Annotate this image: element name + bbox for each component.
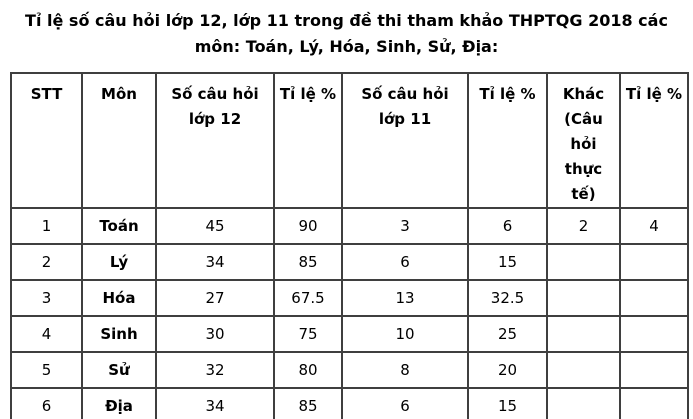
table-row: 2 Lý 34 85 6 15 [10, 243, 689, 281]
table-cell: 25 [467, 315, 548, 353]
table-cell: 6 [341, 387, 469, 419]
column-header: Tỉ lệ % [467, 72, 548, 209]
table-row: 1 Toán 45 90 3 6 2 4 [10, 207, 689, 245]
table-cell: 32.5 [467, 279, 548, 317]
table-cell: 34 [155, 387, 275, 419]
subject-cell: Địa [81, 387, 157, 419]
table-cell: 6 [467, 207, 548, 245]
table-cell: 10 [341, 315, 469, 353]
table-cell [546, 315, 621, 353]
table-cell [619, 315, 689, 353]
table-cell: 3 [10, 279, 83, 317]
table-cell: 85 [273, 243, 343, 281]
table-cell [619, 387, 689, 419]
table-cell: 30 [155, 315, 275, 353]
subject-cell: Lý [81, 243, 157, 281]
table-cell: 85 [273, 387, 343, 419]
table-cell: 15 [467, 387, 548, 419]
subject-cell: Toán [81, 207, 157, 245]
table-cell: 4 [619, 207, 689, 245]
table-cell: 13 [341, 279, 469, 317]
table-cell [619, 279, 689, 317]
column-header: Khác (Câu hỏi thực tế) [546, 72, 621, 209]
table-header-row: STT Môn Số câu hỏi lớp 12 Tỉ lệ % Số câu hỏi… [10, 72, 689, 209]
table-cell [546, 279, 621, 317]
table-cell: 27 [155, 279, 275, 317]
table-cell: 20 [467, 351, 548, 389]
column-header: Môn [81, 72, 157, 209]
table-cell: 6 [10, 387, 83, 419]
table-cell: 6 [341, 243, 469, 281]
column-header: Số câu hỏi lớp 12 [155, 72, 275, 209]
subject-cell: Sinh [81, 315, 157, 353]
table-cell: 8 [341, 351, 469, 389]
subject-cell: Sử [81, 351, 157, 389]
column-header: Tỉ lệ % [619, 72, 689, 209]
table-cell: 2 [546, 207, 621, 245]
table-row: 5 Sử 32 80 8 20 [10, 351, 689, 389]
table-cell: 34 [155, 243, 275, 281]
column-header: STT [10, 72, 83, 209]
table-cell: 32 [155, 351, 275, 389]
table-cell: 67.5 [273, 279, 343, 317]
table-row: 4 Sinh 30 75 10 25 [10, 315, 689, 353]
table-cell: 45 [155, 207, 275, 245]
table-cell [546, 243, 621, 281]
table-cell: 3 [341, 207, 469, 245]
table-row: 6 Địa 34 85 6 15 [10, 387, 689, 419]
table-header: STT Môn Số câu hỏi lớp 12 Tỉ lệ % Số câu hỏi… [10, 72, 689, 209]
table-cell: 2 [10, 243, 83, 281]
table-body: 1 Toán 45 90 3 6 2 4 2 Lý 34 85 6 15 3 Hóa 27 67.5 13 32.5 4… [10, 207, 689, 419]
exam-question-distribution-table: STT Môn Số câu hỏi lớp 12 Tỉ lệ % Số câu hỏi… [10, 72, 689, 419]
table-cell: 5 [10, 351, 83, 389]
table-cell: 75 [273, 315, 343, 353]
column-header: Số câu hỏi lớp 11 [341, 72, 469, 209]
table-row: 3 Hóa 27 67.5 13 32.5 [10, 279, 689, 317]
table-cell: 80 [273, 351, 343, 389]
table-cell: 15 [467, 243, 548, 281]
table-cell [619, 351, 689, 389]
table-cell [546, 387, 621, 419]
column-header: Tỉ lệ % [273, 72, 343, 209]
table-cell: 1 [10, 207, 83, 245]
subject-cell: Hóa [81, 279, 157, 317]
table-cell: 4 [10, 315, 83, 353]
table-cell [619, 243, 689, 281]
table-cell: 90 [273, 207, 343, 245]
table-cell [546, 351, 621, 389]
page-title: Tỉ lệ số câu hỏi lớp 12, lớp 11 trong đề… [25, 11, 668, 56]
